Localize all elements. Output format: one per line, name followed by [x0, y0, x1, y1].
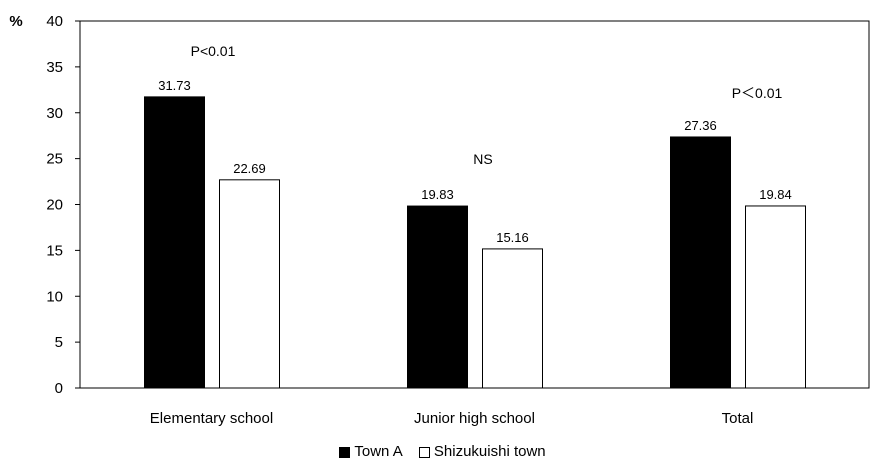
y-tick-label: 30: [46, 105, 63, 122]
data-label: 19.83: [421, 187, 454, 202]
annotation-elementary: P<0.01: [191, 43, 236, 59]
bar-shizukuishi: [482, 248, 543, 389]
y-tick-label: 20: [46, 197, 63, 214]
y-tick-label: 0: [55, 380, 63, 397]
annotation-junior-high: NS: [473, 151, 492, 167]
data-labels: 31.73 22.69 19.83 15.16 27.36 19.84: [158, 78, 792, 245]
plot-area: [79, 20, 870, 389]
bar-town-a: [144, 96, 205, 389]
legend-item-town-a: Town A: [339, 443, 403, 461]
bar-shizukuishi: [219, 179, 280, 389]
legend-swatch-shizukuishi: [418, 446, 430, 458]
bars-group: [144, 96, 806, 389]
data-label: 31.73: [158, 78, 191, 93]
x-axis: Elementary school Junior high school Total: [150, 410, 754, 427]
y-tick-label: 40: [46, 13, 63, 30]
y-tick-label: 5: [55, 334, 63, 351]
category-label: Elementary school: [150, 410, 273, 427]
bar-town-a: [407, 205, 468, 389]
legend-item-shizukuishi: Shizukuishi town: [418, 443, 546, 461]
y-tick-label: 15: [46, 242, 63, 259]
legend-swatch-town-a: [339, 446, 351, 458]
data-label: 15.16: [496, 230, 529, 245]
y-tick-label: 25: [46, 151, 63, 168]
y-axis-label: %: [9, 13, 22, 30]
data-label: 27.36: [684, 118, 717, 133]
legend: Town A Shizukuishi town: [0, 443, 885, 463]
data-label: 19.84: [759, 187, 792, 202]
category-label: Junior high school: [414, 410, 535, 427]
y-axis: 0 5 10 15 20 25 30 35 40: [46, 13, 80, 397]
y-tick-label: 10: [46, 288, 63, 305]
bar-shizukuishi: [745, 205, 806, 389]
bar-town-a: [670, 136, 731, 389]
legend-label-shizukuishi: Shizukuishi town: [433, 443, 546, 460]
data-label: 22.69: [233, 161, 266, 176]
category-label: Total: [722, 410, 754, 427]
y-tick-label: 35: [46, 59, 63, 76]
annotation-total: P＜0.01: [732, 85, 783, 101]
legend-label-town-a: Town A: [354, 443, 403, 460]
